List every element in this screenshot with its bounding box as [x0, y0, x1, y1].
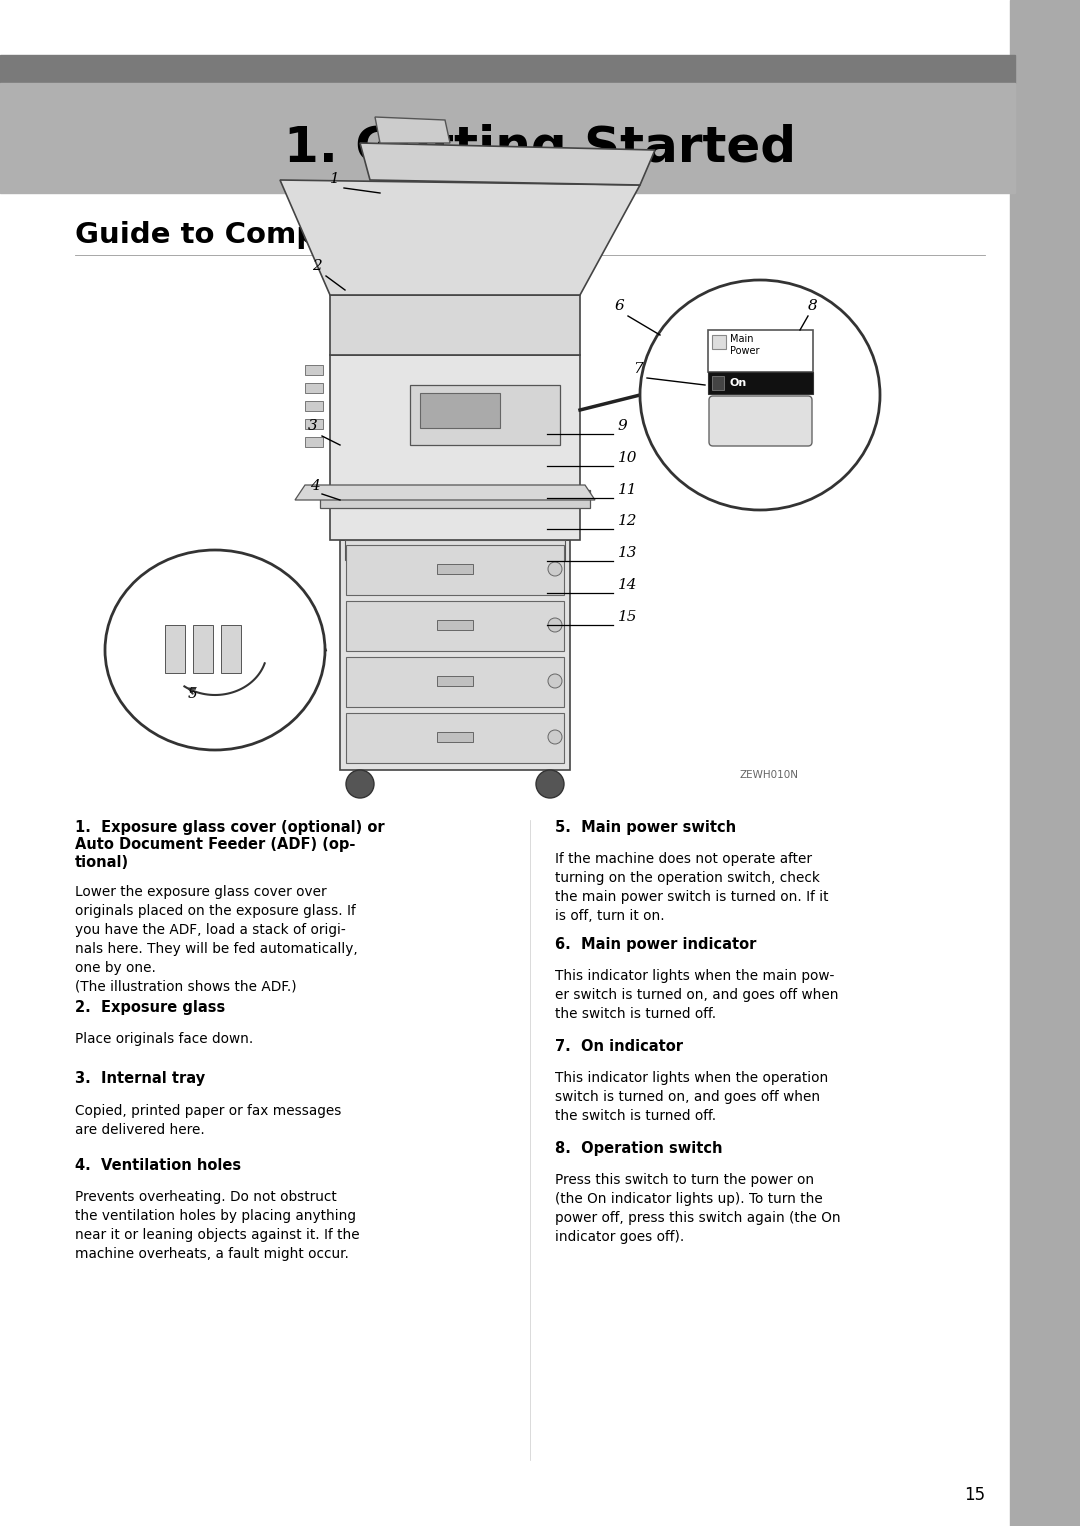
Text: 1: 1: [330, 172, 340, 186]
Text: 2: 2: [312, 259, 322, 273]
Bar: [420, 394, 500, 427]
Text: ZEWH010N: ZEWH010N: [740, 771, 799, 780]
Bar: [708, 330, 813, 372]
Circle shape: [548, 562, 562, 575]
FancyBboxPatch shape: [708, 397, 812, 446]
Text: 10: 10: [618, 452, 637, 465]
Text: 2.  Exposure glass: 2. Exposure glass: [75, 1000, 226, 1015]
Bar: [410, 385, 561, 446]
Text: This indicator lights when the operation
switch is turned on, and goes off when
: This indicator lights when the operation…: [555, 1071, 828, 1123]
Text: 8: 8: [808, 299, 818, 313]
Bar: [221, 626, 241, 673]
Polygon shape: [280, 180, 640, 295]
Circle shape: [346, 771, 374, 798]
Bar: [305, 401, 323, 410]
Bar: [345, 540, 565, 560]
Text: 5: 5: [188, 687, 198, 700]
Text: 14: 14: [618, 578, 637, 592]
Circle shape: [548, 618, 562, 632]
Text: On: On: [730, 378, 747, 388]
Circle shape: [548, 729, 562, 745]
Text: Prevents overheating. Do not obstruct
the ventilation holes by placing anything
: Prevents overheating. Do not obstruct th…: [75, 1190, 360, 1260]
Text: Guide to Components: Guide to Components: [75, 221, 430, 249]
Bar: [305, 365, 323, 375]
Text: 6: 6: [615, 299, 624, 313]
Polygon shape: [360, 143, 654, 185]
Text: If the machine does not operate after
turning on the operation switch, check
the: If the machine does not operate after tu…: [555, 853, 828, 923]
Circle shape: [548, 674, 562, 688]
Text: Place originals face down.: Place originals face down.: [75, 1032, 253, 1047]
Bar: [346, 658, 564, 707]
Text: Main
Power: Main Power: [730, 334, 759, 356]
Text: Lower the exposure glass cover over
originals placed on the exposure glass. If
y: Lower the exposure glass cover over orig…: [75, 885, 357, 993]
Bar: [320, 490, 590, 508]
Text: 4: 4: [310, 479, 320, 493]
Bar: [346, 601, 564, 652]
Text: 3.  Internal tray: 3. Internal tray: [75, 1071, 205, 1087]
Text: 1. Getting Started: 1. Getting Started: [284, 124, 796, 172]
Bar: [346, 545, 564, 595]
Bar: [193, 626, 213, 673]
Bar: [437, 620, 473, 630]
Bar: [305, 383, 323, 394]
Text: 12: 12: [618, 514, 637, 528]
Circle shape: [536, 771, 564, 798]
Text: 8.  Operation switch: 8. Operation switch: [555, 1141, 723, 1155]
Bar: [1010, 0, 1080, 1526]
Bar: [346, 713, 564, 763]
Text: This indicator lights when the main pow-
er switch is turned on, and goes off wh: This indicator lights when the main pow-…: [555, 969, 838, 1021]
Text: 7.  On indicator: 7. On indicator: [555, 1039, 683, 1054]
Bar: [330, 295, 580, 356]
Bar: [165, 626, 185, 673]
Text: 15: 15: [618, 610, 637, 624]
Bar: [712, 336, 726, 349]
Polygon shape: [295, 485, 595, 501]
Ellipse shape: [640, 279, 880, 510]
Bar: [708, 372, 813, 394]
Bar: [437, 732, 473, 742]
Text: 9: 9: [618, 420, 627, 433]
Bar: [340, 540, 570, 771]
Text: 11: 11: [618, 484, 637, 497]
Bar: [437, 565, 473, 574]
Polygon shape: [375, 118, 450, 143]
Ellipse shape: [105, 549, 325, 749]
Text: 3: 3: [308, 420, 318, 433]
Text: 13: 13: [618, 546, 637, 560]
Text: 5.  Main power switch: 5. Main power switch: [555, 819, 737, 835]
Bar: [305, 420, 323, 429]
Bar: [0, 82, 1015, 192]
Bar: [0, 55, 1015, 82]
Text: 15: 15: [964, 1486, 986, 1505]
Text: 1.  Exposure glass cover (optional) or
Auto Document Feeder (ADF) (op-
tional): 1. Exposure glass cover (optional) or Au…: [75, 819, 384, 870]
Bar: [712, 375, 724, 391]
Bar: [437, 676, 473, 687]
Text: 7: 7: [633, 362, 643, 375]
Text: 6.  Main power indicator: 6. Main power indicator: [555, 937, 756, 952]
Bar: [330, 356, 580, 540]
Text: Press this switch to turn the power on
(the On indicator lights up). To turn the: Press this switch to turn the power on (…: [555, 1173, 840, 1244]
Text: 4.  Ventilation holes: 4. Ventilation holes: [75, 1158, 241, 1173]
Text: Copied, printed paper or fax messages
are delivered here.: Copied, printed paper or fax messages ar…: [75, 1103, 341, 1137]
Bar: [305, 436, 323, 447]
